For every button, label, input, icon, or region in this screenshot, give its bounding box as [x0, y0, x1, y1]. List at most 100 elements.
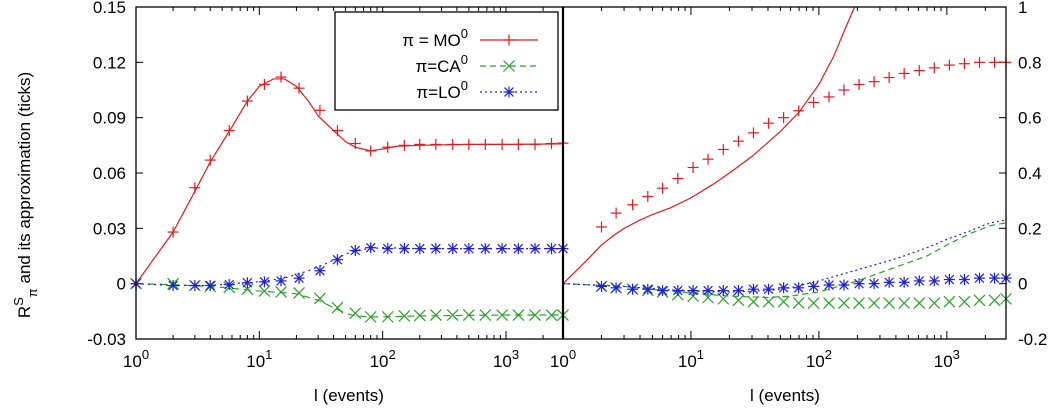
data-point-mo	[258, 78, 270, 90]
y-tick-label: 0.4	[1018, 164, 1042, 183]
data-point-mo	[763, 117, 775, 129]
x-tick-exponent: 1	[265, 347, 272, 362]
data-point-lo	[258, 276, 270, 288]
data-point-mo	[657, 182, 669, 194]
data-point-lo	[823, 279, 835, 291]
data-point-mo	[596, 221, 608, 233]
x-tick-label: 101	[678, 347, 704, 371]
data-point-lo	[913, 275, 925, 287]
x-axis-title-right: l (events)	[750, 386, 820, 405]
x-tick-base: 10	[493, 352, 512, 371]
data-point-ca	[732, 294, 745, 307]
y-tick-label: 0.06	[93, 164, 126, 183]
data-point-ca	[792, 297, 805, 309]
legend-label: π=CA0	[415, 52, 468, 76]
data-point-ca	[364, 310, 377, 323]
data-point-lo	[793, 282, 805, 294]
data-point-lo	[989, 272, 1001, 284]
x-axis-title-left: l (events)	[314, 386, 384, 405]
legend-label-base: π=LO	[416, 83, 460, 102]
data-point-mo	[610, 207, 622, 219]
data-point-lo	[778, 282, 790, 294]
x-tick-base: 10	[678, 352, 697, 371]
y-tick-label: 0.6	[1018, 109, 1042, 128]
legend-label-base: π = MO	[402, 31, 461, 50]
data-point-lo	[546, 243, 558, 255]
x-tick-label: 103	[934, 347, 960, 371]
data-point-mo	[853, 78, 865, 90]
data-point-mo	[293, 82, 305, 94]
x-tick-exponent: 2	[825, 347, 832, 362]
y-tick-label: 0	[1018, 275, 1027, 294]
data-point-mo	[958, 58, 970, 70]
data-point-ca	[462, 309, 475, 321]
data-point-lo	[627, 283, 639, 295]
data-point-lo	[314, 265, 326, 277]
data-point-lo	[702, 285, 714, 297]
data-point-ca	[331, 301, 344, 314]
data-point-ca	[747, 295, 760, 308]
data-point-ca	[883, 297, 896, 309]
data-point-ca	[898, 297, 911, 309]
data-point-mo	[546, 137, 558, 149]
data-point-mo	[913, 65, 925, 77]
data-point-ca	[988, 294, 1001, 307]
data-point-ca	[777, 295, 790, 308]
data-point-lo	[958, 274, 970, 286]
data-point-mo	[672, 173, 684, 185]
data-point-lo	[717, 285, 729, 297]
data-point-mo	[928, 62, 940, 74]
data-point-ca	[398, 310, 411, 322]
y-tick-label: -0.2	[1018, 330, 1047, 349]
data-point-lo	[479, 243, 491, 255]
y-tick-label: 0.2	[1018, 219, 1042, 238]
data-point-mo	[189, 182, 201, 194]
data-point-ca	[381, 310, 394, 323]
data-point-mo	[512, 138, 524, 150]
data-point-mo	[702, 153, 714, 165]
data-point-mo	[463, 138, 475, 150]
legend-box	[334, 11, 559, 111]
data-point-ca	[807, 297, 820, 309]
data-point-lo	[398, 243, 410, 255]
data-point-lo	[747, 283, 759, 295]
data-point-mo	[732, 135, 744, 147]
data-point-lo	[382, 243, 394, 255]
data-point-lo	[512, 243, 524, 255]
data-point-mo	[898, 67, 910, 79]
data-point-lo	[167, 280, 179, 292]
data-point-ca	[853, 297, 865, 309]
data-point-ca	[512, 309, 525, 321]
data-point-lo	[496, 243, 508, 255]
data-point-ca	[868, 297, 881, 309]
data-point-ca	[446, 309, 459, 321]
y-tick-label: 0.12	[93, 53, 126, 72]
legend-marker	[503, 86, 515, 98]
data-point-mo	[943, 59, 955, 71]
data-point-lo	[430, 243, 442, 255]
y-tick-label: 0.8	[1018, 53, 1042, 72]
x-tick-exponent: 1	[697, 347, 704, 362]
data-point-ca	[545, 309, 558, 321]
y-tick-label: 1	[1018, 0, 1027, 17]
x-tick-base: 10	[246, 352, 265, 371]
data-point-mo	[627, 199, 639, 211]
x-tick-base: 10	[123, 352, 142, 371]
data-point-mo	[167, 226, 179, 238]
series-line-lo	[563, 219, 1006, 293]
data-point-ca	[429, 309, 442, 321]
data-point-mo	[883, 72, 895, 84]
data-point-mo	[331, 125, 343, 137]
data-point-ca	[762, 295, 775, 308]
data-point-lo	[275, 275, 287, 287]
data-point-ca	[913, 297, 926, 309]
data-point-ca	[479, 309, 492, 321]
data-point-mo	[973, 56, 985, 68]
data-point-mo	[989, 56, 1001, 68]
data-point-lo	[853, 278, 865, 290]
data-point-lo	[732, 285, 744, 297]
data-point-mo	[223, 125, 235, 137]
data-point-ca	[313, 292, 326, 305]
